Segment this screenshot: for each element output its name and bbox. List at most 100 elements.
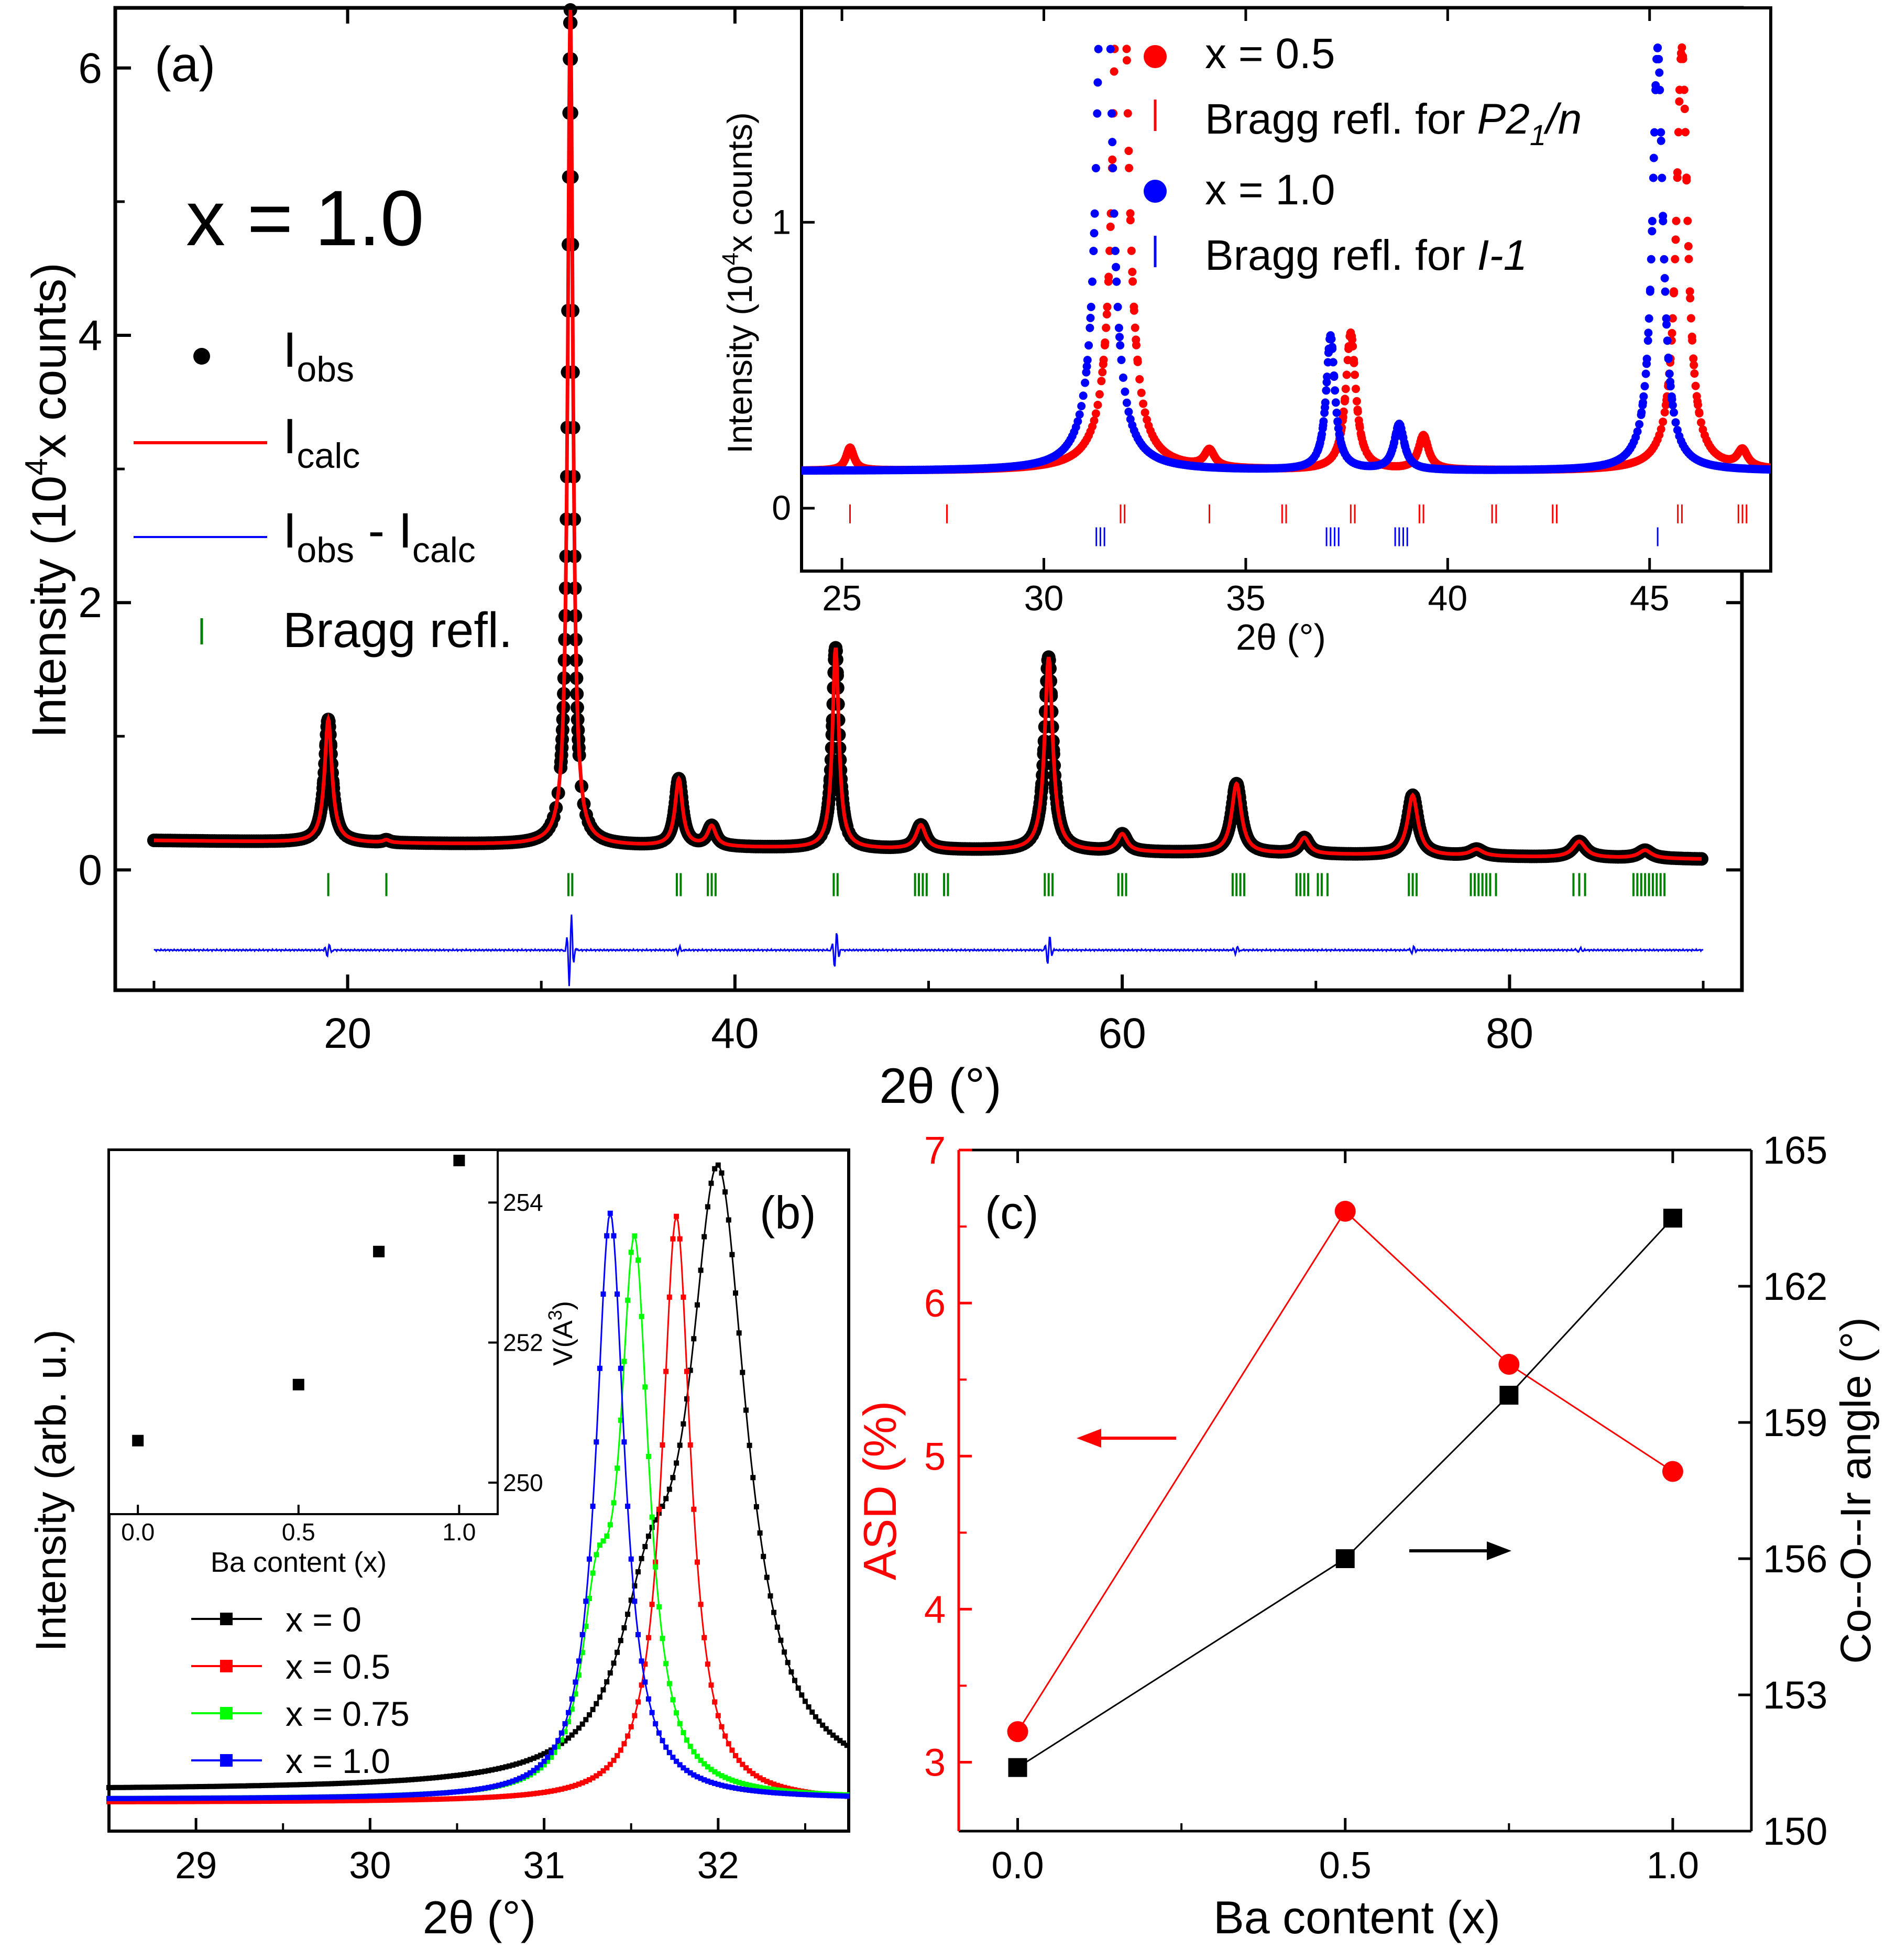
inset-a-plot-area [802, 43, 1771, 546]
series-diff-line [153, 914, 1704, 987]
legend-label: x = 0.5 [286, 1647, 390, 1686]
legend-obs-sub: obs [297, 349, 354, 389]
x-tick-label: 1.0 [442, 1518, 476, 1546]
panel-a-plot-area [147, 3, 1709, 987]
legend-marker [220, 1754, 233, 1767]
volume-point [292, 1378, 304, 1390]
panel-a-x-ticks: 20 40 60 80 [152, 8, 1705, 1057]
x-tick-label: 20 [324, 1010, 371, 1057]
arrow-right-head [1487, 1541, 1511, 1560]
inset-a-background [802, 8, 1771, 571]
legend-diff-mid: - I [354, 503, 412, 559]
legend-diff-main1: I [283, 503, 297, 559]
inset-legend-x05-marker [1144, 45, 1167, 68]
legend-diff-sub1: obs [297, 530, 354, 570]
legend-bragg-text: Bragg refl. [283, 603, 512, 658]
y-tick-label: 4 [78, 312, 102, 359]
y-tick-label-right: 153 [1763, 1673, 1827, 1717]
inset-a-ylabel-post: x counts) [720, 112, 759, 253]
inset-legend-x10-text: x = 1.0 [1205, 166, 1335, 214]
inset-b-xlabel: Ba content (x) [211, 1547, 387, 1578]
y-tick-label: 0 [78, 846, 102, 894]
series-icalc-line [153, 9, 1702, 861]
x-tick-label: 0.5 [282, 1518, 315, 1546]
y-tick-label: 254 [503, 1189, 543, 1216]
x-tick-label: 35 [1226, 578, 1266, 618]
legend-obs-marker [193, 348, 210, 365]
inset-legend-bragg-i-text: Bragg refl. for I-1 [1205, 232, 1527, 279]
inset-b-ylabel: V(A3) [544, 1301, 578, 1366]
legend-calc-text: Icalc [283, 409, 360, 476]
x-tick-label: 45 [1630, 578, 1670, 618]
panel-c-arrow-right [1409, 1541, 1511, 1560]
x-tick-label: 0.0 [991, 1845, 1044, 1887]
legend-calc-main: I [283, 409, 297, 464]
inset-b-plot-area [132, 1155, 465, 1447]
inset-a-series [802, 43, 1771, 546]
panel-a-big-label: x = 1.0 [186, 174, 424, 262]
x-tick-label: 0.0 [121, 1518, 155, 1546]
x-tick-label: 25 [822, 578, 862, 618]
panel-c-ylabel-right: Co--O--Ir angle (°) [1832, 1317, 1880, 1664]
inset-legend-bragg-i-it: I-1 [1477, 232, 1528, 279]
x-tick-label: 30 [349, 1845, 391, 1887]
x-tick-label: 1.0 [1647, 1845, 1699, 1887]
y-tick-label-right: 159 [1763, 1401, 1827, 1444]
y-tick-label: 252 [503, 1329, 543, 1356]
inset-legend-x05-text: x = 0.5 [1205, 30, 1335, 78]
x-tick-label: 0.5 [1319, 1845, 1372, 1887]
y-tick-label-left: 6 [924, 1282, 946, 1325]
angle-point [1499, 1386, 1519, 1405]
panel-a-ylabel-sup: 4 [19, 458, 54, 475]
legend-label: x = 0 [286, 1600, 361, 1639]
angle-point [1663, 1209, 1682, 1228]
legend-marker [220, 1660, 233, 1672]
legend-obs-text: Iobs [283, 322, 354, 389]
volume-point [132, 1435, 144, 1447]
inset-a-frame [800, 6, 1772, 573]
panel-c-label: (c) [985, 1187, 1039, 1239]
panel-a-y-ticks: 0 2 4 6 [78, 45, 1742, 894]
panel-a-inset: 25 30 35 40 45 01 2θ (°) Intensity (104x cou… [718, 6, 1772, 658]
arrow-left-head [1077, 1429, 1101, 1448]
panel-a-label: (a) [155, 37, 215, 92]
legend-diff-text: Iobs - Icalc [283, 503, 476, 570]
volume-point [373, 1245, 385, 1257]
inset-legend-bragg-p-pre: Bragg refl. for [1205, 95, 1477, 143]
angle-point [1335, 1549, 1355, 1568]
legend-obs-main: I [283, 322, 297, 378]
asd-point [1662, 1461, 1683, 1482]
x-tick-label: 32 [697, 1845, 739, 1887]
panel-a-xlabel: 2θ (°) [879, 1058, 1001, 1114]
y-tick-label: 1 [772, 202, 791, 241]
inset-a-ylabel-pre: Intensity (10 [720, 265, 759, 454]
panel-b-ylabel: Intensity (arb. u.) [27, 1329, 75, 1651]
x-tick-label: 31 [523, 1845, 565, 1887]
y-tick-label-left: 3 [924, 1741, 946, 1784]
panel-b-label: (b) [760, 1187, 816, 1239]
inset-legend-x10-marker [1144, 180, 1167, 203]
inset-a-legend: x = 0.5 Bragg refl. for P21/n x = 1.0 Br… [1144, 30, 1582, 279]
y-tick-label: 6 [78, 45, 102, 92]
inset-a-ylabel: Intensity (104x counts) [718, 112, 759, 454]
y-tick-label-left: 4 [924, 1587, 946, 1631]
legend-marker [220, 1707, 233, 1720]
inset-legend-bragg-p-text: Bragg refl. for P21/n [1205, 95, 1582, 151]
panel-b-inset: 0.0 0.5 1.0 250 252 254 Ba content (x) V(A3) [108, 1149, 578, 1578]
angle-series-line [1017, 1217, 1674, 1768]
panel-c-ylabel-left: ASD (%) [854, 1401, 906, 1580]
panel-c-x-ticks: 0.0 0.5 1.0 [991, 1150, 1699, 1887]
y-tick-label-left: 5 [924, 1435, 946, 1478]
volume-point [453, 1155, 465, 1167]
x-tick-label: 40 [1428, 578, 1468, 618]
asd-point [1007, 1721, 1028, 1743]
x-tick-label: 40 [711, 1010, 759, 1057]
x-tick-label: 30 [1024, 578, 1064, 618]
panel-b-legend: x = 0 x = 0.5 x = 0.75 x = 1.0 [191, 1600, 410, 1780]
panel-b-plot-area [106, 1162, 850, 1804]
x-tick-label: 29 [175, 1845, 217, 1887]
legend-calc-sub: calc [297, 436, 360, 476]
inset-b-ylabel-post: ) [548, 1301, 578, 1310]
asd-point [1334, 1200, 1356, 1222]
